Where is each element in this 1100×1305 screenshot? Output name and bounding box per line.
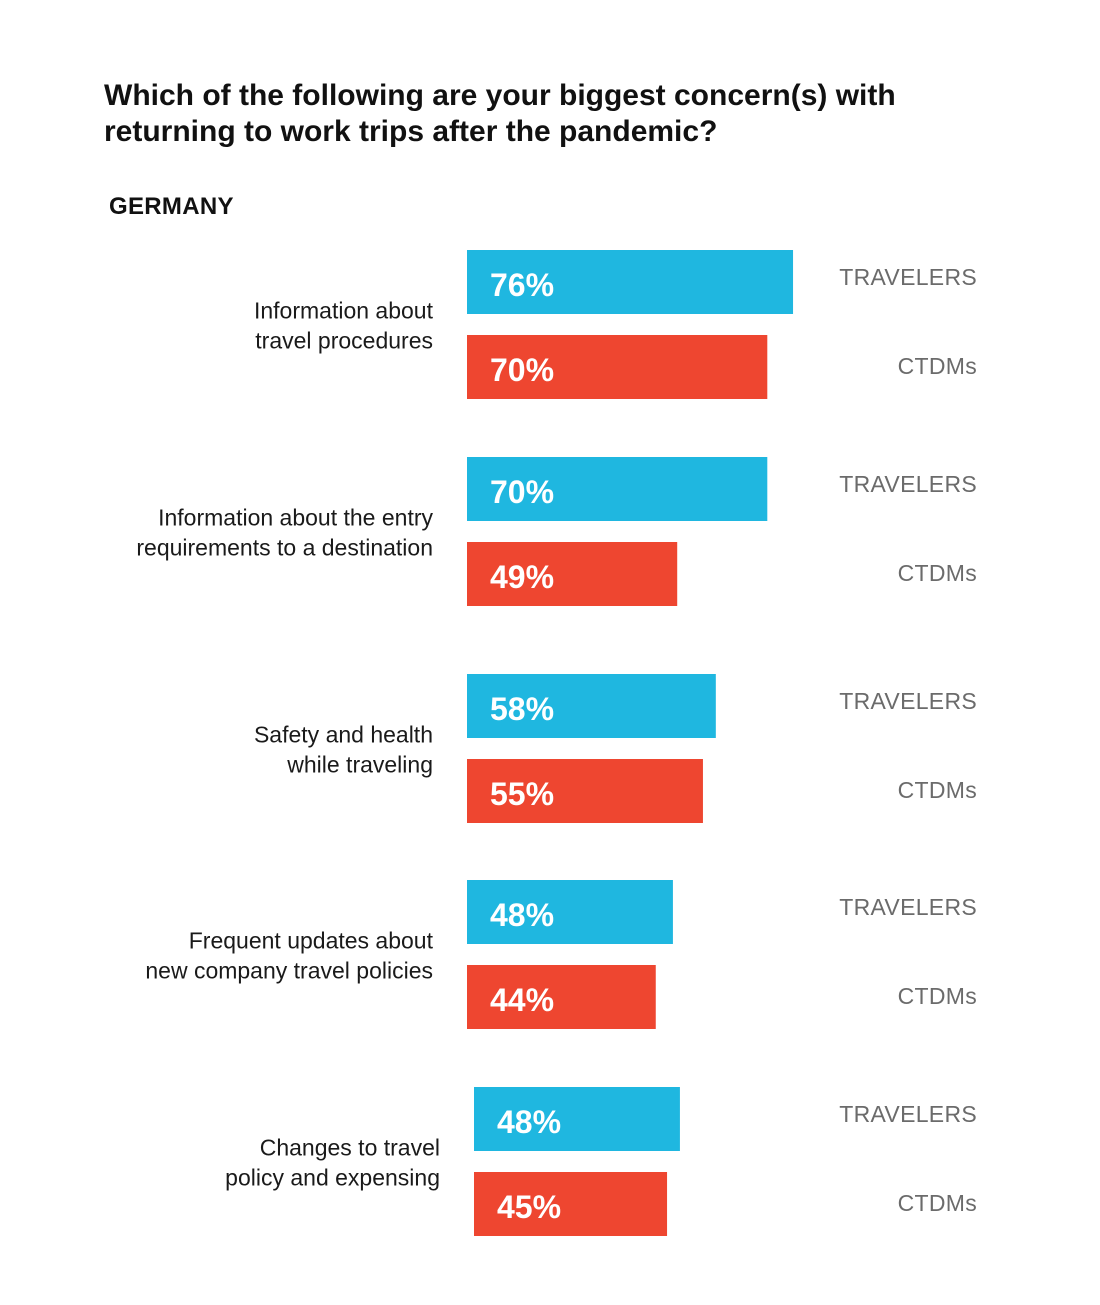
travelers-bar [467,880,673,944]
bar-group: Information about travel procedures 76% TRA… [254,250,977,399]
series-label: TRAVELERS [839,1101,977,1127]
bar-value-label: 70% [490,474,554,510]
bar-value-label: 49% [490,559,554,595]
ctdms-bar [467,335,768,399]
bar-group: Frequent updates about new company travel… [145,880,977,1029]
chart-subtitle: GERMANY [109,193,234,220]
category-label: Information about travel procedures [254,298,434,354]
series-label: CTDMs [898,777,977,803]
category-label-line: Information about [254,298,434,324]
bar-value-label: 70% [490,352,554,388]
series-label: TRAVELERS [839,894,977,920]
travelers-bar [467,674,716,738]
travelers-bar [474,1087,680,1151]
series-label: TRAVELERS [839,688,977,714]
chart-title-line-1: Which of the following are your biggest … [104,79,896,112]
bar-value-label: 44% [490,982,554,1018]
category-label-line: new company travel policies [145,958,433,984]
series-label: CTDMs [898,353,977,379]
category-label-line: Safety and health [254,722,433,748]
series-label: CTDMs [898,1190,977,1216]
travelers-bar [467,250,794,314]
category-label-line: Frequent updates about [189,928,434,954]
ctdms-bar [467,965,656,1029]
chart-title-line-2: returning to work trips after the pandem… [104,115,718,148]
bar-group: Information about the entry requirements … [136,457,977,606]
category-label-line: Changes to travel [260,1135,440,1161]
series-label: CTDMs [898,983,977,1009]
bar-value-label: 58% [490,691,554,727]
ctdms-bar [467,542,678,606]
category-label-line: while traveling [286,752,433,778]
bar-value-label: 48% [490,897,554,933]
series-label: TRAVELERS [839,471,977,497]
category-label-line: policy and expensing [225,1165,440,1191]
ctdms-bar [467,759,703,823]
category-label: Changes to travel policy and expensing [225,1135,440,1191]
bar-group: Safety and health while traveling 58% TRAVE… [254,674,977,823]
category-label-line: Information about the entry [158,505,433,531]
bar-value-label: 55% [490,776,554,812]
chart-title: Which of the following are your biggest … [104,78,1004,150]
bar-value-label: 48% [497,1104,561,1140]
bar-group: Changes to travel policy and expensing 48%… [225,1087,977,1236]
category-label: Safety and health while traveling [254,722,433,778]
category-label-line: requirements to a destination [136,535,433,561]
travelers-bar [467,457,768,521]
series-label: TRAVELERS [839,264,977,290]
category-label-line: travel procedures [255,328,433,354]
ctdms-bar [474,1172,668,1236]
category-label: Information about the entry requirements … [136,505,433,561]
bar-value-label: 76% [490,267,554,303]
series-label: CTDMs [898,560,977,586]
bar-value-label: 45% [497,1189,561,1225]
category-label: Frequent updates about new company travel… [145,928,433,984]
